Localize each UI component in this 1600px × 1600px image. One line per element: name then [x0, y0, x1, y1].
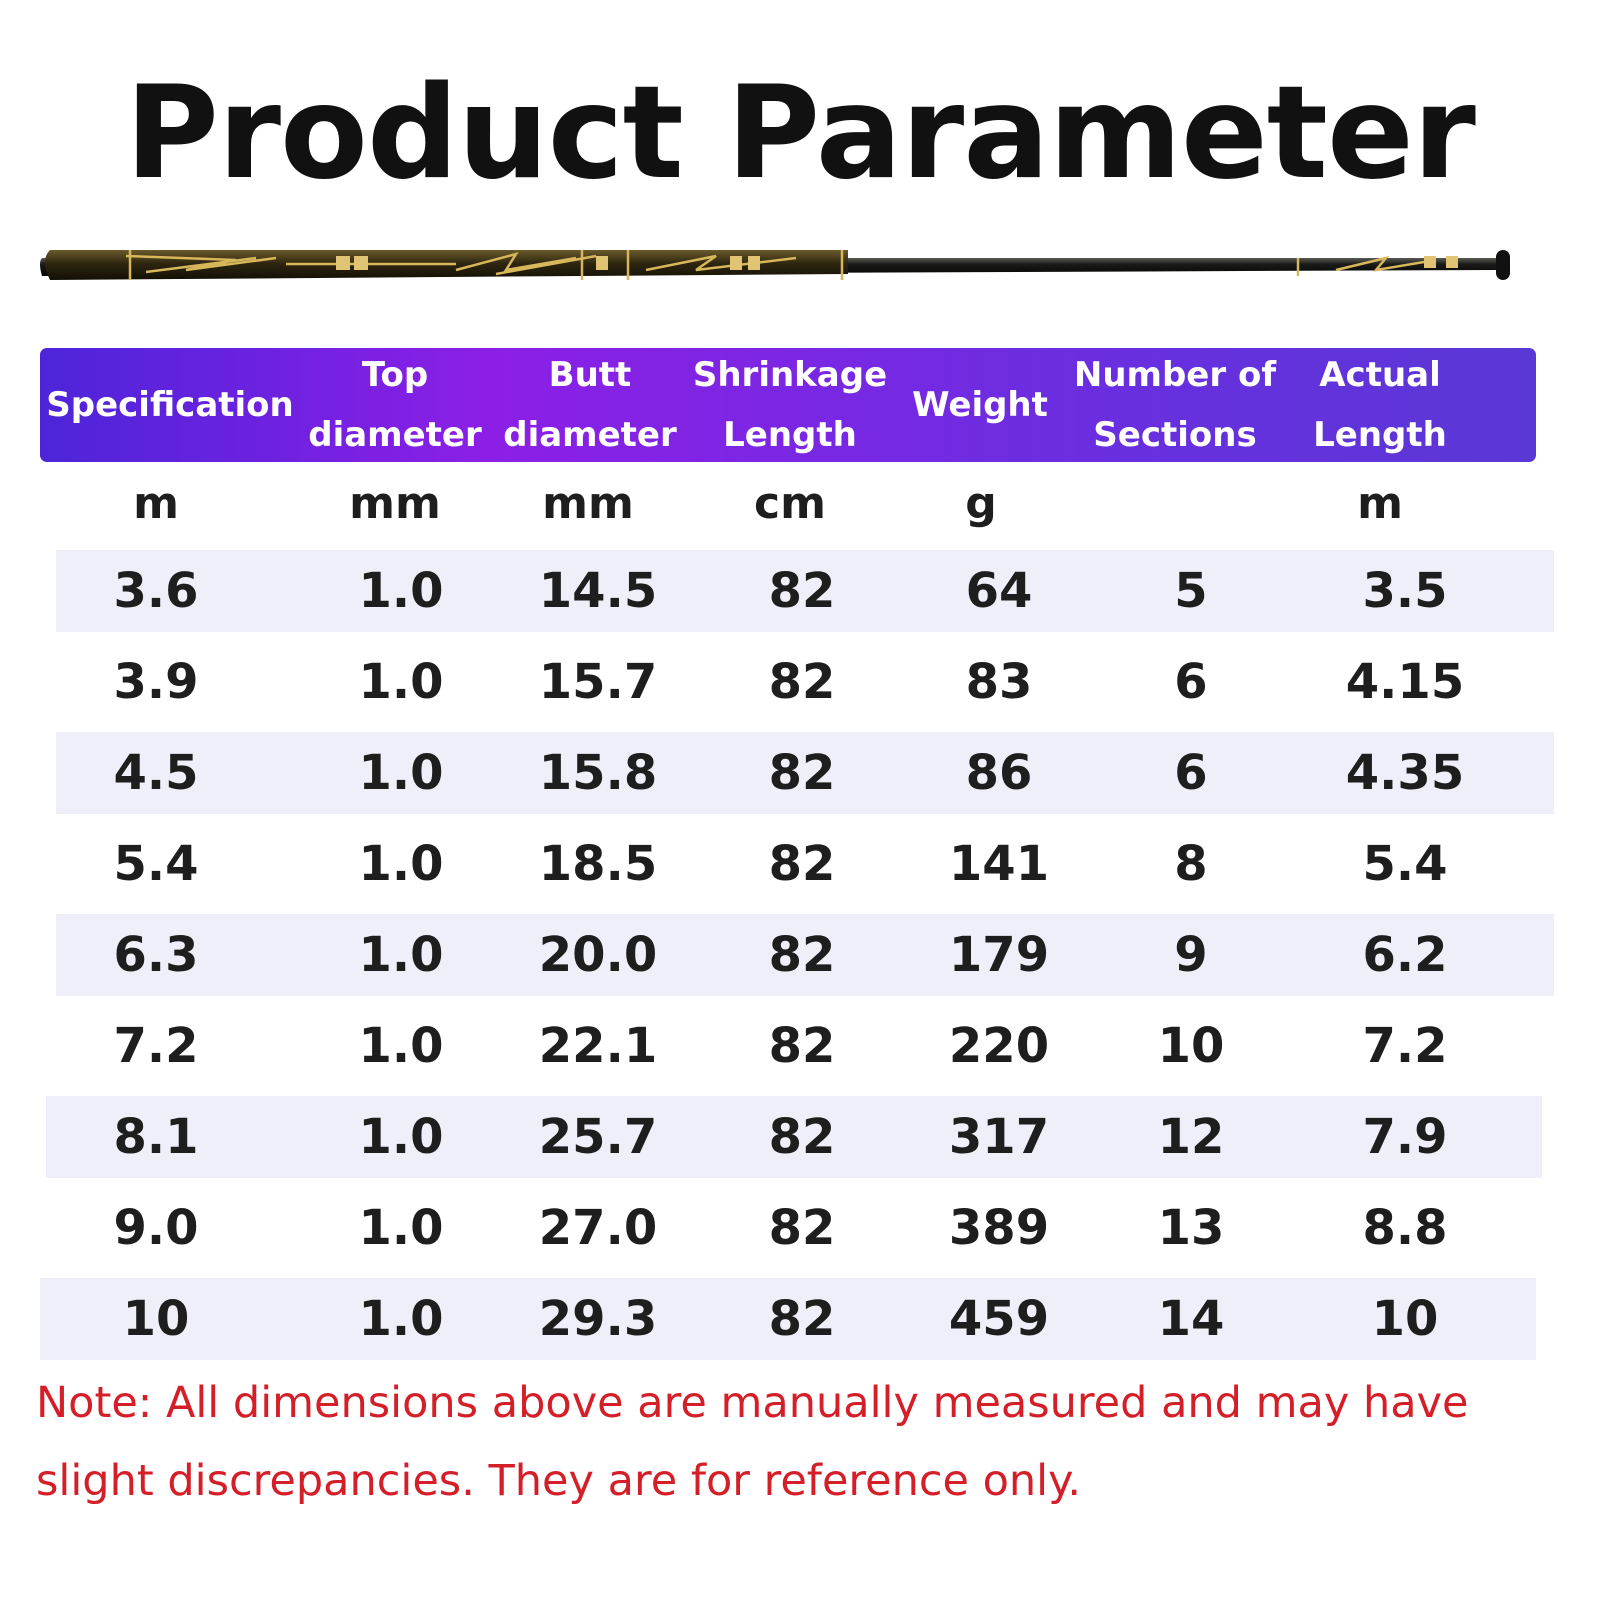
cell-number-of-sections: 13: [1157, 1200, 1225, 1256]
cell-shrinkage-length: 82: [768, 927, 836, 983]
table-row: 8.1 1.0 25.7 82 317 12 7.9: [46, 1096, 1542, 1178]
cell-specification: 6.3: [113, 927, 199, 983]
table-header-bar: Specification Top diameter Butt diameter S…: [40, 348, 1536, 462]
cell-butt-diameter: 15.7: [538, 654, 658, 710]
cell-shrinkage-length: 82: [768, 836, 836, 892]
page-title: Product Parameter: [125, 59, 1476, 208]
cell-top-diameter: 1.0: [358, 1018, 444, 1074]
cell-butt-diameter: 18.5: [538, 836, 658, 892]
cell-specification: 7.2: [113, 1018, 199, 1074]
header-top-diameter: Top diameter: [308, 355, 482, 455]
cell-number-of-sections: 9: [1174, 927, 1208, 983]
header-specification: Specification: [46, 385, 294, 425]
table-row: 4.5 1.0 15.8 82 86 6 4.35: [56, 732, 1554, 814]
cell-butt-diameter: 25.7: [538, 1109, 658, 1165]
cell-specification: 9.0: [113, 1200, 199, 1256]
unit-butt-diameter: mm: [542, 477, 634, 529]
header-actual-length: Actual Length: [1313, 355, 1447, 455]
table-row: 10 1.0 29.3 82 459 14 10: [40, 1278, 1536, 1360]
cell-butt-diameter: 27.0: [538, 1200, 658, 1256]
cell-shrinkage-length: 82: [768, 1291, 836, 1347]
cell-weight: 64: [965, 563, 1033, 619]
header-weight: Weight: [912, 385, 1048, 425]
unit-specification: m: [133, 477, 179, 529]
cell-weight: 86: [965, 745, 1033, 801]
cell-number-of-sections: 5: [1174, 563, 1208, 619]
cell-actual-length: 7.2: [1362, 1018, 1448, 1074]
cell-specification: 3.6: [113, 563, 199, 619]
cell-weight: 141: [948, 836, 1050, 892]
cell-top-diameter: 1.0: [358, 745, 444, 801]
cell-actual-length: 4.15: [1345, 654, 1465, 710]
cell-actual-length: 8.8: [1362, 1200, 1448, 1256]
header-butt-diameter: Butt diameter: [503, 355, 677, 455]
cell-top-diameter: 1.0: [358, 1291, 444, 1347]
cell-number-of-sections: 14: [1157, 1291, 1225, 1347]
cell-actual-length: 10: [1371, 1291, 1439, 1347]
table-row: 5.4 1.0 18.5 82 141 8 5.4: [40, 823, 1554, 905]
cell-top-diameter: 1.0: [358, 654, 444, 710]
cell-specification: 10: [122, 1291, 190, 1347]
cell-number-of-sections: 6: [1174, 654, 1208, 710]
cell-weight: 83: [965, 654, 1033, 710]
cell-actual-length: 5.4: [1362, 836, 1448, 892]
cell-specification: 8.1: [113, 1109, 199, 1165]
header-shrinkage-length: Shrinkage Length: [692, 355, 888, 455]
table-row: 6.3 1.0 20.0 82 179 9 6.2: [56, 914, 1554, 996]
cell-butt-diameter: 14.5: [538, 563, 658, 619]
cell-top-diameter: 1.0: [358, 927, 444, 983]
cell-shrinkage-length: 82: [768, 1200, 836, 1256]
cell-specification: 5.4: [113, 836, 199, 892]
unit-weight: g: [965, 477, 997, 529]
cell-shrinkage-length: 82: [768, 654, 836, 710]
unit-shrinkage-length: cm: [754, 477, 826, 529]
cell-number-of-sections: 12: [1157, 1109, 1225, 1165]
cell-number-of-sections: 8: [1174, 836, 1208, 892]
cell-butt-diameter: 29.3: [538, 1291, 658, 1347]
cell-top-diameter: 1.0: [358, 1109, 444, 1165]
cell-shrinkage-length: 82: [768, 563, 836, 619]
cell-top-diameter: 1.0: [358, 836, 444, 892]
cell-top-diameter: 1.0: [358, 1200, 444, 1256]
cell-shrinkage-length: 82: [768, 1109, 836, 1165]
cell-number-of-sections: 10: [1157, 1018, 1225, 1074]
unit-number-of-sections: [1110, 470, 1230, 536]
unit-actual-length: m: [1357, 477, 1403, 529]
cell-weight: 317: [948, 1109, 1050, 1165]
unit-top-diameter: mm: [349, 477, 441, 529]
cell-weight: 459: [948, 1291, 1050, 1347]
header-number-of-sections: Number of Sections: [1073, 355, 1277, 455]
cell-shrinkage-length: 82: [768, 745, 836, 801]
cell-actual-length: 3.5: [1362, 563, 1448, 619]
table-row: 3.6 1.0 14.5 82 64 5 3.5: [56, 550, 1554, 632]
cell-butt-diameter: 22.1: [538, 1018, 658, 1074]
table-row: 9.0 1.0 27.0 82 389 13 8.8: [40, 1187, 1554, 1269]
cell-actual-length: 4.35: [1345, 745, 1465, 801]
cell-butt-diameter: 15.8: [538, 745, 658, 801]
cell-weight: 220: [948, 1018, 1050, 1074]
cell-butt-diameter: 20.0: [538, 927, 658, 983]
disclaimer-note: Note: All dimensions above are manually …: [36, 1378, 1469, 1506]
cell-actual-length: 6.2: [1362, 927, 1448, 983]
fishing-rod-image: [36, 236, 1540, 296]
table-row: 3.9 1.0 15.7 82 83 6 4.15: [40, 641, 1554, 723]
cell-top-diameter: 1.0: [358, 563, 444, 619]
cell-weight: 389: [948, 1200, 1050, 1256]
cell-number-of-sections: 6: [1174, 745, 1208, 801]
cell-specification: 4.5: [113, 745, 199, 801]
cell-specification: 3.9: [113, 654, 199, 710]
units-row: m mm mm cm g m: [40, 470, 1536, 536]
table-row: 7.2 1.0 22.1 82 220 10 7.2: [40, 1005, 1554, 1087]
cell-weight: 179: [948, 927, 1050, 983]
cell-actual-length: 7.9: [1362, 1109, 1448, 1165]
cell-shrinkage-length: 82: [768, 1018, 836, 1074]
